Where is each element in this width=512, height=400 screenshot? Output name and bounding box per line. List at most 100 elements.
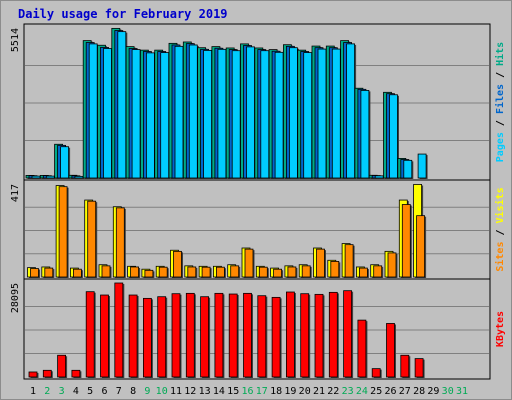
x-tick-label: 30 — [442, 386, 454, 397]
x-tick-label: 19 — [284, 386, 296, 397]
bar-pages-day-25 — [374, 175, 384, 179]
bar-sites-day-14 — [215, 266, 225, 278]
bar-kbytes-day-2 — [42, 369, 52, 378]
bar-sites-day-3 — [58, 186, 68, 278]
x-tick-label: 22 — [327, 386, 339, 397]
bar-pages-day-5 — [88, 43, 98, 179]
panel-hits-files-pages: 5514 Pages / Files / Hits — [10, 23, 506, 181]
bar-sites-day-24 — [358, 267, 368, 278]
chart-title: Daily usage for February 2019 — [18, 7, 228, 21]
x-tick-label: 18 — [270, 386, 282, 397]
bar-kbytes-day-5 — [85, 291, 95, 378]
legend-part: KBytes — [495, 311, 506, 347]
bar-pages-day-20 — [303, 52, 313, 179]
x-tick-label: 1 — [30, 386, 36, 397]
bar-sites-day-19 — [287, 266, 297, 278]
bar-kbytes-day-7 — [114, 282, 124, 378]
bar-sites-day-18 — [273, 268, 283, 278]
legend-part: Pages — [495, 132, 506, 162]
bar-kbytes-day-15 — [228, 293, 238, 378]
bar-pages-day-22 — [331, 48, 341, 179]
x-tick-label: 27 — [399, 386, 411, 397]
series-legend-label: KBytes — [495, 311, 506, 347]
bar-pages-day-28 — [417, 153, 427, 179]
x-tick-label: 11 — [170, 386, 182, 397]
legend-part: / — [495, 66, 506, 84]
x-tick-label: 7 — [116, 386, 122, 397]
bar-pages-day-6 — [103, 48, 112, 179]
bar-pages-day-16 — [246, 46, 255, 179]
panel-visits-sites: 417 Sites / Visits — [10, 179, 506, 280]
plot-area — [23, 179, 491, 280]
bar-kbytes-day-21 — [314, 293, 324, 378]
bar-sites-day-20 — [301, 265, 311, 278]
x-tick-label: 3 — [59, 386, 65, 397]
legend-part: / — [495, 114, 506, 132]
series-legend-label: Pages / Files / Hits — [494, 42, 506, 162]
bar-kbytes-day-27 — [400, 354, 410, 378]
bar-sites-day-21 — [316, 248, 325, 278]
bar-sites-day-22 — [330, 260, 340, 278]
x-tick-label: 16 — [241, 386, 253, 397]
bar-kbytes-day-14 — [214, 292, 224, 378]
bar-kbytes-day-26 — [386, 323, 395, 378]
bar-kbytes-day-13 — [200, 296, 210, 378]
bar-kbytes-day-24 — [357, 319, 367, 378]
bar-sites-day-16 — [244, 248, 254, 278]
bar-pages-day-19 — [288, 47, 298, 179]
bar-sites-day-17 — [258, 266, 268, 278]
max-value-label: 28095 — [10, 283, 21, 313]
bar-pages-day-2 — [45, 175, 55, 179]
x-tick-label: 31 — [456, 386, 468, 397]
x-tick-label: 8 — [130, 386, 136, 397]
bar-kbytes-day-11 — [171, 293, 181, 378]
bar-sites-day-12 — [187, 266, 197, 278]
bar-sites-day-1 — [30, 268, 39, 278]
legend-part: Sites — [494, 242, 506, 272]
bar-pages-day-21 — [317, 48, 327, 179]
legend-part: Hits — [494, 42, 506, 66]
bar-kbytes-day-18 — [271, 296, 281, 378]
bar-sites-day-10 — [158, 266, 168, 278]
bar-sites-day-8 — [130, 266, 140, 278]
bar-pages-day-12 — [188, 44, 198, 179]
bar-sites-day-13 — [201, 266, 211, 278]
bar-sites-day-11 — [173, 250, 182, 278]
x-tick-label: 5 — [87, 386, 93, 397]
max-value-label: 5514 — [10, 28, 21, 52]
x-tick-label: 10 — [156, 386, 168, 397]
x-tick-label: 13 — [199, 386, 211, 397]
bar-sites-day-26 — [387, 252, 397, 278]
bar-pages-day-23 — [346, 43, 356, 179]
x-tick-label: 28 — [413, 386, 425, 397]
bar-kbytes-day-3 — [57, 354, 66, 378]
bar-pages-day-13 — [203, 50, 213, 179]
series-legend-label: Sites / Visits — [494, 187, 506, 271]
bar-kbytes-day-23 — [343, 290, 353, 378]
bar-kbytes-day-22 — [328, 291, 338, 378]
bar-sites-day-5 — [87, 200, 97, 278]
bar-sites-day-9 — [144, 269, 154, 278]
x-tick-label: 17 — [256, 386, 268, 397]
bar-sites-day-23 — [344, 244, 354, 278]
legend-part: / — [495, 223, 506, 241]
bar-kbytes-day-19 — [285, 291, 295, 378]
bar-pages-day-8 — [131, 49, 141, 179]
x-tick-label: 12 — [184, 386, 196, 397]
bar-pages-day-4 — [74, 175, 84, 179]
bar-kbytes-day-9 — [142, 297, 152, 378]
legend-part: Files — [494, 84, 506, 114]
panel-kbytes: 28095 KBytes — [10, 278, 506, 380]
x-tick-label: 14 — [213, 386, 225, 397]
bar-kbytes-day-10 — [157, 296, 167, 378]
bar-sites-day-2 — [44, 267, 54, 278]
x-tick-label: 9 — [144, 386, 150, 397]
x-tick-label: 26 — [384, 386, 396, 397]
bar-kbytes-day-6 — [100, 294, 109, 378]
x-tick-label: 6 — [101, 386, 107, 397]
x-tick-label: 29 — [427, 386, 439, 397]
bar-pages-day-24 — [360, 90, 370, 179]
bar-kbytes-day-1 — [28, 371, 38, 378]
bar-sites-day-15 — [230, 265, 240, 278]
